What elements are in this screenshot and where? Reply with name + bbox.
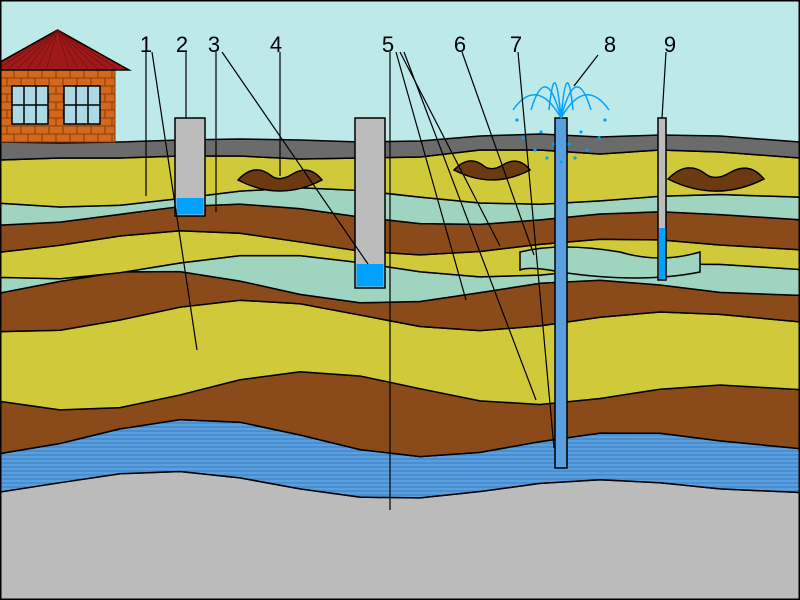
label-number-2: 2: [176, 32, 188, 57]
label-number-4: 4: [270, 32, 282, 57]
house-window: [64, 86, 100, 124]
label-number-5: 5: [382, 32, 394, 57]
label-number-9: 9: [664, 32, 676, 57]
house-window: [12, 86, 48, 124]
well-well_mid: [355, 118, 385, 288]
label-number-6: 6: [454, 32, 466, 57]
label-number-1: 1: [140, 32, 152, 57]
label-number-8: 8: [604, 32, 616, 57]
label-number-3: 3: [208, 32, 220, 57]
label-number-7: 7: [510, 32, 522, 57]
well-well_shallow: [175, 118, 205, 216]
well-bore: [658, 118, 666, 280]
